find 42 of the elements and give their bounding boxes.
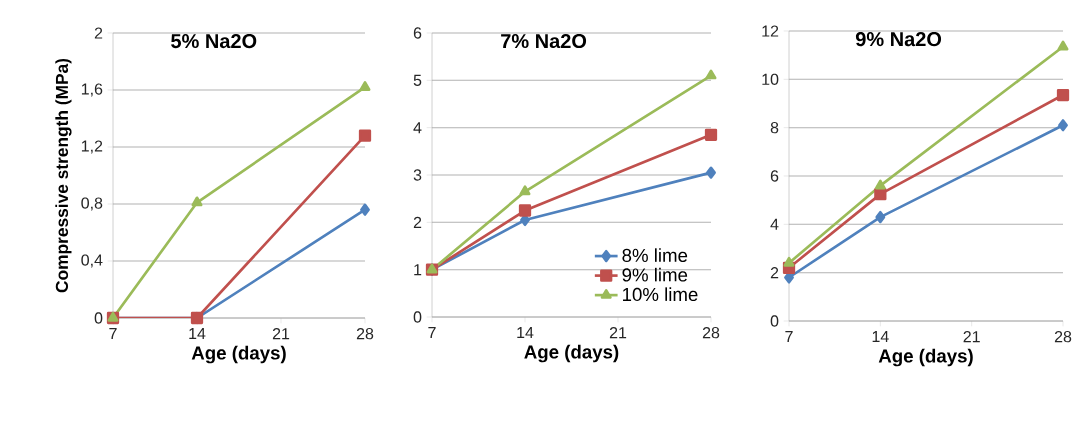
x-tick-label: 21 xyxy=(609,327,627,339)
x-tick-label: 7 xyxy=(785,331,793,343)
legend-label: 9% lime xyxy=(622,267,688,282)
legend-label: 8% lime xyxy=(622,248,688,263)
y-tick-label: 10 xyxy=(762,73,779,85)
x-tick-label: 14 xyxy=(517,327,534,339)
x-axis-title: Age (days) xyxy=(878,348,973,367)
x-tick-label: 21 xyxy=(963,331,980,343)
x-tick-label: 7 xyxy=(428,327,436,339)
y-tick-label: 2 xyxy=(94,27,103,39)
y-tick-label: 0,8 xyxy=(81,197,103,211)
y-tick-label: 8 xyxy=(770,122,779,134)
y-tick-label: 6 xyxy=(770,170,779,182)
y-tick-label: 1,6 xyxy=(81,83,103,97)
y-tick-label: 0 xyxy=(413,311,422,323)
y-tick-label: 5 xyxy=(413,74,422,86)
y-tick-label: 0 xyxy=(94,312,103,324)
x-tick-label: 28 xyxy=(702,327,720,339)
y-tick-label: 1,2 xyxy=(81,140,103,154)
y-tick-label: 2 xyxy=(413,216,422,228)
y-tick-label: 12 xyxy=(762,25,779,37)
y-tick-label: 2 xyxy=(770,267,779,279)
y-tick-label: 4 xyxy=(770,218,779,230)
chart-title: 5% Na2O xyxy=(171,33,257,49)
chart-title: 9% Na2O xyxy=(855,32,942,47)
y-tick-label: 3 xyxy=(413,169,422,181)
x-tick-label: 28 xyxy=(356,328,374,340)
x-axis-title: Age (days) xyxy=(524,344,619,363)
y-tick-label: 4 xyxy=(413,122,422,134)
x-tick-label: 21 xyxy=(272,328,290,340)
x-axis-title: Age (days) xyxy=(191,345,286,364)
y-tick-label: 1 xyxy=(414,264,422,276)
x-tick-label: 28 xyxy=(1054,331,1072,343)
y-tick-label: 6 xyxy=(413,27,422,39)
chart-title: 7% Na2O xyxy=(501,33,587,49)
x-tick-label: 14 xyxy=(872,331,889,343)
y-tick-label: 0 xyxy=(770,315,779,327)
x-tick-label: 7 xyxy=(109,328,117,340)
y-axis-title: Compressive strength (MPa) xyxy=(55,58,72,293)
x-tick-label: 14 xyxy=(189,328,206,340)
y-tick-label: 0,4 xyxy=(81,254,103,268)
legend-label: 10% lime xyxy=(623,287,698,302)
